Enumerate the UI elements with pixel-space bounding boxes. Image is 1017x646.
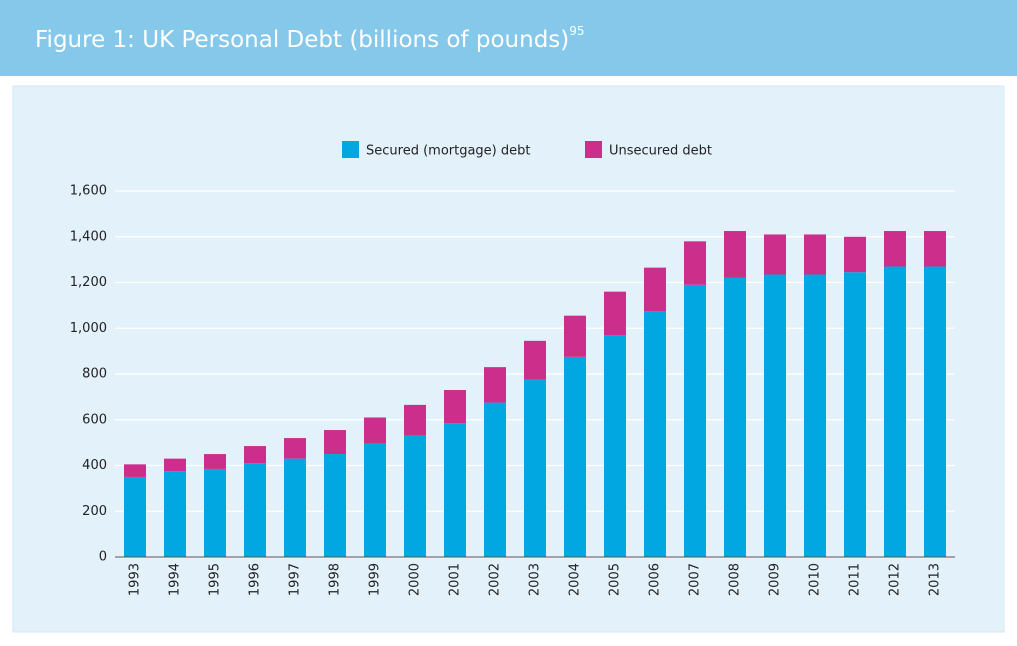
y-tick-label: 200 bbox=[82, 504, 107, 519]
x-tick-label: 2012 bbox=[888, 563, 903, 596]
bar-segment bbox=[724, 231, 746, 278]
bar-segment bbox=[524, 379, 546, 557]
bar-segment bbox=[684, 284, 706, 557]
bar-segment bbox=[604, 291, 626, 336]
bar-segment bbox=[484, 402, 506, 557]
bar-segment bbox=[924, 231, 946, 267]
x-tick-label: 2009 bbox=[768, 563, 783, 596]
bar-segment bbox=[284, 438, 306, 459]
x-tick-label: 1993 bbox=[128, 563, 143, 596]
x-tick-label: 2013 bbox=[928, 563, 943, 596]
bar-segment bbox=[444, 390, 466, 424]
bar-segment bbox=[644, 311, 666, 557]
x-tick-label: 2000 bbox=[408, 563, 423, 596]
x-tick-label: 2008 bbox=[728, 563, 743, 596]
bar-segment bbox=[644, 267, 666, 312]
bar-segment bbox=[844, 236, 866, 273]
bar-segment bbox=[684, 241, 706, 285]
bar-segment bbox=[404, 404, 426, 436]
x-tick-label: 1994 bbox=[168, 563, 183, 596]
x-tick-label: 2010 bbox=[808, 563, 823, 596]
bar-segment bbox=[204, 454, 226, 469]
x-tick-label: 2006 bbox=[648, 563, 663, 596]
bar-segment bbox=[244, 463, 266, 557]
bar-segment bbox=[844, 272, 866, 557]
bar-segment bbox=[924, 266, 946, 557]
bar-segment bbox=[164, 458, 186, 472]
bar-segment bbox=[524, 340, 546, 380]
bar-segment bbox=[564, 315, 586, 357]
x-tick-label: 1996 bbox=[248, 563, 263, 596]
y-tick-label: 1,600 bbox=[70, 184, 107, 199]
bar-segment bbox=[884, 266, 906, 557]
title-text: Figure 1: UK Personal Debt (billions of … bbox=[35, 27, 569, 53]
bar-segment bbox=[804, 234, 826, 275]
header-bar bbox=[0, 0, 1017, 76]
y-tick-label: 1,000 bbox=[70, 321, 107, 336]
legend-label: Secured (mortgage) debt bbox=[366, 144, 530, 159]
legend-swatch bbox=[585, 141, 602, 158]
x-tick-label: 2002 bbox=[488, 563, 503, 596]
bar-segment bbox=[764, 274, 786, 557]
y-tick-label: 600 bbox=[82, 412, 107, 427]
x-tick-label: 2003 bbox=[528, 563, 543, 596]
bar-segment bbox=[804, 274, 826, 557]
bar-segment bbox=[124, 476, 146, 557]
x-tick-label: 2007 bbox=[688, 563, 703, 596]
bar-segment bbox=[764, 234, 786, 275]
x-tick-label: 2011 bbox=[848, 563, 863, 596]
legend-swatch bbox=[342, 141, 359, 158]
bar-segment bbox=[484, 367, 506, 403]
bar-segment bbox=[404, 435, 426, 557]
y-tick-label: 800 bbox=[82, 367, 107, 382]
bar-segment bbox=[164, 471, 186, 557]
bar-segment bbox=[244, 446, 266, 464]
bar-segment bbox=[204, 468, 226, 557]
bar-segment bbox=[324, 430, 346, 455]
y-tick-label: 1,200 bbox=[70, 275, 107, 290]
bar-segment bbox=[364, 443, 386, 557]
x-tick-label: 1995 bbox=[208, 563, 223, 596]
y-tick-label: 0 bbox=[99, 550, 107, 565]
bar-segment bbox=[724, 277, 746, 557]
bar-segment bbox=[564, 356, 586, 557]
y-tick-label: 400 bbox=[82, 458, 107, 473]
legend-label: Unsecured debt bbox=[609, 144, 712, 159]
bar-segment bbox=[124, 464, 146, 477]
x-tick-label: 1998 bbox=[328, 563, 343, 596]
y-tick-label: 1,400 bbox=[70, 229, 107, 244]
x-tick-label: 1999 bbox=[368, 563, 383, 596]
x-tick-label: 1997 bbox=[288, 563, 303, 596]
bar-segment bbox=[284, 458, 306, 557]
bar-segment bbox=[324, 454, 346, 557]
x-tick-label: 2001 bbox=[448, 563, 463, 596]
x-tick-label: 2004 bbox=[568, 563, 583, 596]
bar-segment bbox=[444, 423, 466, 557]
x-tick-label: 2005 bbox=[608, 563, 623, 596]
title-superscript: 95 bbox=[569, 24, 584, 38]
bar-segment bbox=[364, 417, 386, 444]
bar-segment bbox=[884, 231, 906, 267]
chart-title: Figure 1: UK Personal Debt (billions of … bbox=[35, 24, 585, 53]
bar-segment bbox=[604, 335, 626, 557]
